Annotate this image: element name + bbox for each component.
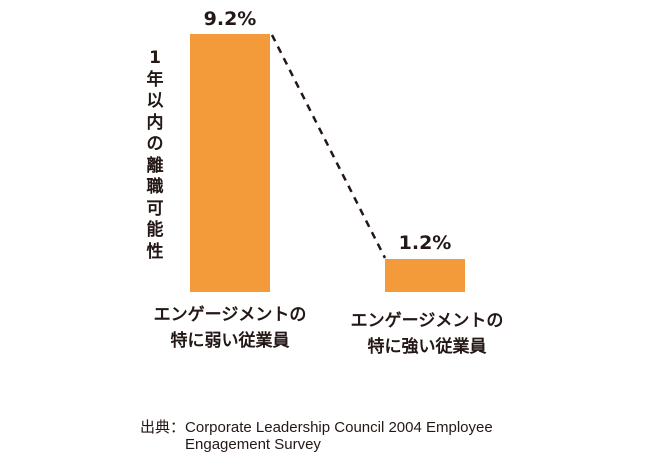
category-label-2-line2: 特に強い従業員: [367, 337, 487, 357]
bar-weak-engagement: [190, 34, 270, 292]
source-note: 出典： Corporate Leadership Council 2004 Em…: [140, 419, 493, 453]
bar-value-label-2: 1.2%: [398, 232, 452, 254]
source-prefix: 出典：: [140, 419, 186, 436]
category-label-1-line2: 特に弱い従業員: [170, 331, 290, 351]
category-label-2-line1: エンゲージメントの: [350, 311, 504, 331]
category-label-1: エンゲージメントの 特に弱い従業員: [130, 302, 330, 354]
bar-value-label-1: 9.2%: [203, 8, 257, 30]
category-label-1-line1: エンゲージメントの: [153, 305, 307, 325]
source-line-1: Corporate Leadership Council 2004 Employ…: [185, 419, 493, 436]
source-line-2: Engagement Survey: [185, 436, 321, 453]
category-label-2: エンゲージメントの 特に強い従業員: [327, 308, 527, 360]
bar-strong-engagement: [385, 259, 465, 292]
y-axis-label: 1年以内の離職可能性: [146, 48, 164, 262]
